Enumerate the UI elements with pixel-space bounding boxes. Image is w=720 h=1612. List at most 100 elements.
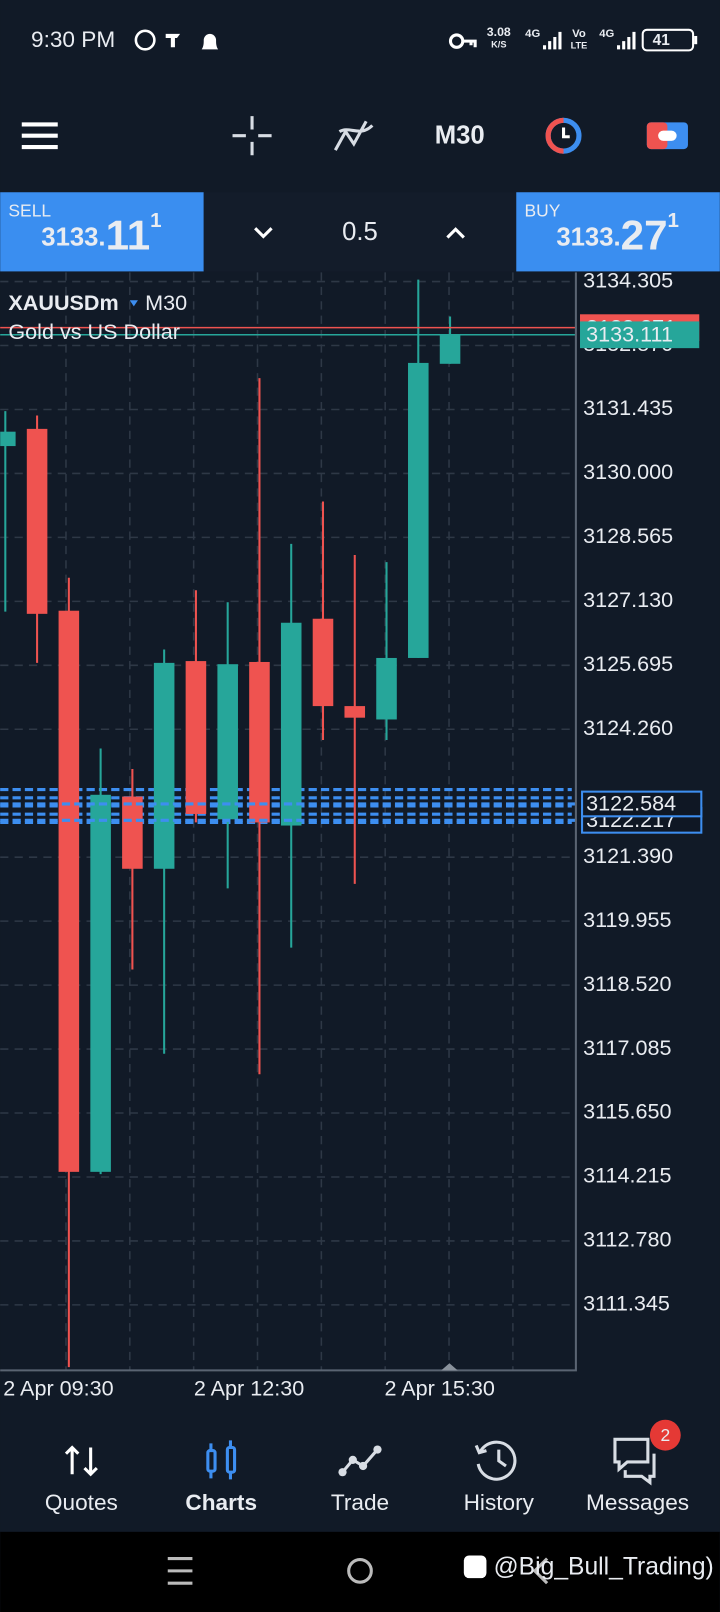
sell-price-sup: 1	[150, 209, 161, 232]
trade-icon	[341, 1448, 379, 1474]
candle-body	[58, 610, 80, 1172]
chart-info: XAUUSDm M30 Gold vs US Dollar	[8, 290, 187, 344]
x-tick-label: 2 Apr 15:30	[384, 1376, 494, 1401]
y-tick-label: 3125.695	[583, 651, 673, 676]
system-nav	[0, 1531, 720, 1612]
sell-price-main: 3133.	[41, 223, 105, 251]
candle-body	[90, 794, 111, 1172]
volte-top: Vo	[572, 28, 586, 40]
price-tag	[581, 790, 703, 818]
candle-body	[153, 662, 175, 869]
y-tick-label: 3124.260	[583, 715, 673, 740]
y-tick-label: 3127.130	[583, 587, 673, 612]
volume-up[interactable]	[446, 227, 465, 239]
sell-price-big: 11	[106, 212, 151, 259]
shift-marker[interactable]	[441, 1363, 458, 1371]
symbol-dropdown[interactable]	[129, 300, 138, 307]
candle-body	[376, 657, 397, 720]
badge-count: 2	[660, 1425, 670, 1445]
buy-button[interactable]	[516, 192, 720, 272]
y-tick-label: 3114.215	[583, 1163, 671, 1188]
candle-body	[312, 618, 334, 707]
back-button[interactable]	[532, 1557, 549, 1585]
quotes-icon	[64, 1445, 98, 1477]
buy-price: 3133.271	[556, 209, 679, 258]
whatsapp-icon	[134, 29, 156, 51]
nav-label[interactable]: Messages	[586, 1490, 689, 1515]
y-tick-label: 3121.390	[583, 843, 673, 868]
battery	[641, 28, 695, 52]
watermark: @Big_Bull_Trading)	[494, 1553, 714, 1580]
candle-body	[249, 661, 270, 823]
recents-button[interactable]	[167, 1556, 193, 1585]
history-hands	[474, 1444, 507, 1468]
sell-label: SELL	[8, 200, 51, 220]
net-unit: K/S	[491, 40, 506, 50]
buy-price-big: 27	[621, 212, 668, 259]
nav-label[interactable]: History	[464, 1490, 535, 1515]
candle-body	[408, 362, 429, 658]
key-icon-shaft	[462, 39, 477, 48]
status-bar: 9:30 PM 3.08 K/S 4G Vo LTE 4G 41	[31, 25, 698, 52]
y-tick-label: 3111.345	[583, 1291, 670, 1316]
battery-level: 41	[653, 32, 671, 49]
sim1-network: 4G	[525, 28, 540, 40]
price-tag	[580, 321, 700, 349]
volte-bottom: LTE	[571, 41, 588, 51]
y-tick-label: 3128.565	[583, 523, 673, 548]
candle-body	[122, 796, 143, 869]
nav-label[interactable]: Trade	[331, 1490, 389, 1515]
sell-button[interactable]	[0, 192, 204, 272]
volume-down[interactable]	[254, 227, 273, 239]
nav-label-active[interactable]: Charts	[185, 1490, 257, 1515]
trade-button-left	[646, 122, 668, 150]
menu-button[interactable]	[21, 122, 58, 150]
facebook-logo	[463, 1555, 487, 1579]
candle-body	[280, 622, 302, 826]
y-tick-label: 3130.000	[583, 459, 673, 484]
clock-hands	[562, 127, 570, 139]
signal-1	[542, 31, 562, 50]
toolbar: M30	[21, 116, 688, 156]
nav-label[interactable]: Quotes	[45, 1490, 118, 1515]
snap-icon	[201, 33, 219, 50]
y-tick-label: 3115.650	[583, 1099, 671, 1124]
volume[interactable]: 0.5	[342, 218, 378, 246]
volume-control	[203, 192, 517, 272]
sell-price: 3133.111	[41, 209, 161, 258]
net-speed: 3.08	[487, 25, 511, 39]
sim2-network: 4G	[599, 28, 614, 40]
y-tick-label: 3117.085	[583, 1035, 671, 1060]
crosshair-button[interactable]	[232, 116, 272, 156]
buy-label: BUY	[524, 200, 560, 220]
history-icon	[476, 1440, 517, 1481]
y-tick-label: 3131.435	[583, 395, 673, 420]
one-click-half	[545, 117, 564, 154]
price-tag-label: 3133.111	[586, 322, 673, 347]
candle-body	[0, 431, 16, 447]
candle-body	[344, 706, 366, 718]
symbol-description: Gold vs US Dollar	[8, 319, 179, 344]
y-tick-label: 3118.520	[583, 971, 671, 996]
time-axis: 2 Apr 09:30 2 Apr 12:30 2 Apr 15:30	[3, 1376, 495, 1401]
x-tick-label: 2 Apr 12:30	[194, 1376, 304, 1401]
y-tick-label: 3119.955	[583, 907, 671, 932]
timeframe-button[interactable]: M30	[435, 122, 485, 150]
clock: 9:30 PM	[31, 27, 115, 52]
chart-border	[0, 272, 577, 1372]
symbol[interactable]: XAUUSDm	[8, 290, 118, 315]
home-button[interactable]	[347, 1558, 373, 1584]
chart-timeframe: M30	[145, 290, 187, 315]
candle-body	[185, 661, 207, 814]
y-tick-label: 3112.780	[583, 1227, 671, 1252]
indicators-button[interactable]	[333, 120, 374, 151]
tv-icon	[165, 33, 181, 48]
x-tick-label: 2 Apr 09:30	[3, 1376, 113, 1401]
candle-body	[217, 664, 238, 820]
charts-icon	[206, 1440, 237, 1480]
trade-button-toggle	[658, 130, 677, 141]
